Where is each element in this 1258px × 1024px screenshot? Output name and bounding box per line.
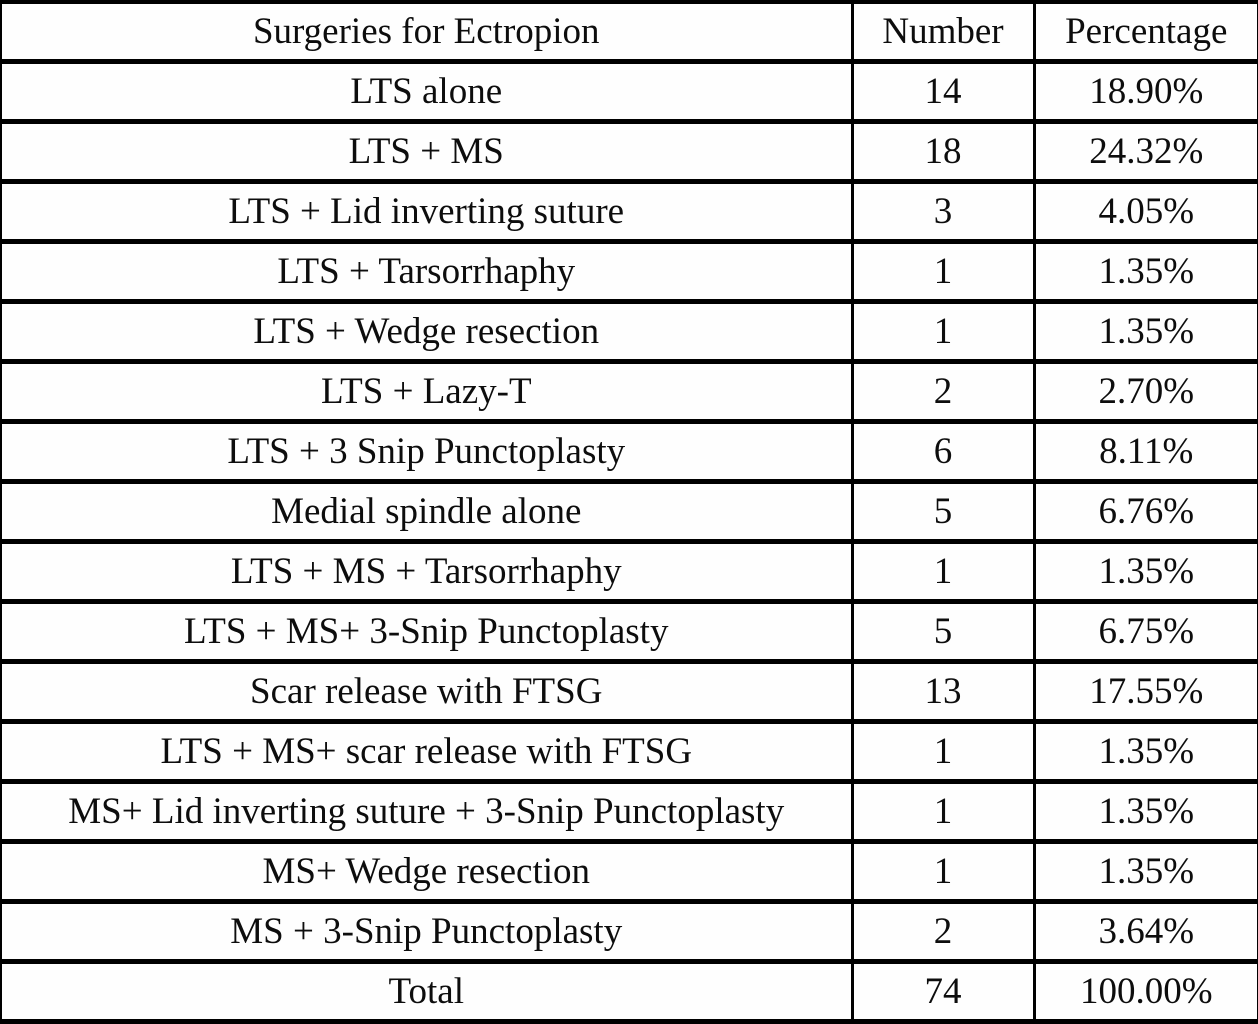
percentage-cell: 17.55% xyxy=(1032,659,1258,724)
total-row: Total 74 100.00% xyxy=(0,959,1258,1024)
surgery-name-cell: LTS alone xyxy=(0,59,854,124)
percentage-cell: 1.35% xyxy=(1032,779,1258,844)
table-row: LTS + MS 18 24.32% xyxy=(0,119,1258,184)
surgery-name-cell: LTS + Wedge resection xyxy=(0,299,854,364)
table-row: MS+ Wedge resection 1 1.35% xyxy=(0,839,1258,904)
percentage-cell: 1.35% xyxy=(1032,539,1258,604)
percentage-cell: 24.32% xyxy=(1032,119,1258,184)
table-row: LTS + Tarsorrhaphy 1 1.35% xyxy=(0,239,1258,304)
surgery-name-cell: Medial spindle alone xyxy=(0,479,854,544)
percentage-cell: 100.00% xyxy=(1032,959,1258,1024)
percentage-cell: 1.35% xyxy=(1032,299,1258,364)
number-cell: 1 xyxy=(850,779,1036,844)
surgery-name-cell: LTS + 3 Snip Punctoplasty xyxy=(0,419,854,484)
percentage-cell: 8.11% xyxy=(1032,419,1258,484)
header-row: Surgeries for Ectropion Number Percentag… xyxy=(0,0,1258,64)
table-body: LTS alone 14 18.90% LTS + MS 18 24.32% LTS + L… xyxy=(0,59,1258,1024)
number-cell: 6 xyxy=(850,419,1036,484)
percentage-cell: 6.76% xyxy=(1032,479,1258,544)
percentage-cell: 3.64% xyxy=(1032,899,1258,964)
percentage-cell: 6.75% xyxy=(1032,599,1258,664)
surgery-name-cell: LTS + Tarsorrhaphy xyxy=(0,239,854,304)
table-row: LTS + Lazy-T 2 2.70% xyxy=(0,359,1258,424)
number-cell: 1 xyxy=(850,239,1036,304)
surgery-name-cell: LTS + MS+ scar release with FTSG xyxy=(0,719,854,784)
surgery-name-cell: LTS + Lazy-T xyxy=(0,359,854,424)
percentage-cell: 1.35% xyxy=(1032,719,1258,784)
table-row: MS + 3-Snip Punctoplasty 2 3.64% xyxy=(0,899,1258,964)
table-row: LTS + Wedge resection 1 1.35% xyxy=(0,299,1258,364)
table-row: LTS + MS + Tarsorrhaphy 1 1.35% xyxy=(0,539,1258,604)
surgery-name-cell: LTS + MS xyxy=(0,119,854,184)
surgery-name-cell: MS + 3-Snip Punctoplasty xyxy=(0,899,854,964)
percentage-cell: 18.90% xyxy=(1032,59,1258,124)
surgery-name-cell: LTS + MS+ 3-Snip Punctoplasty xyxy=(0,599,854,664)
table-row: Scar release with FTSG 13 17.55% xyxy=(0,659,1258,724)
number-cell: 2 xyxy=(850,359,1036,424)
number-cell: 13 xyxy=(850,659,1036,724)
percentage-cell: 1.35% xyxy=(1032,239,1258,304)
surgery-name-cell: Total xyxy=(0,959,854,1024)
table-row: Medial spindle alone 5 6.76% xyxy=(0,479,1258,544)
number-cell: 5 xyxy=(850,599,1036,664)
table-row: LTS + MS+ scar release with FTSG 1 1.35% xyxy=(0,719,1258,784)
surgery-name-cell: Scar release with FTSG xyxy=(0,659,854,724)
number-cell: 1 xyxy=(850,839,1036,904)
number-cell: 74 xyxy=(850,959,1036,1024)
header-number: Number xyxy=(850,0,1036,64)
table-row: LTS + Lid inverting suture 3 4.05% xyxy=(0,179,1258,244)
table-row: MS+ Lid inverting suture + 3-Snip Puncto… xyxy=(0,779,1258,844)
header-percentage: Percentage xyxy=(1032,0,1258,64)
number-cell: 1 xyxy=(850,299,1036,364)
table-row: LTS + 3 Snip Punctoplasty 6 8.11% xyxy=(0,419,1258,484)
percentage-cell: 2.70% xyxy=(1032,359,1258,424)
surgery-name-cell: LTS + Lid inverting suture xyxy=(0,179,854,244)
number-cell: 5 xyxy=(850,479,1036,544)
number-cell: 2 xyxy=(850,899,1036,964)
number-cell: 1 xyxy=(850,539,1036,604)
surgery-name-cell: MS+ Lid inverting suture + 3-Snip Puncto… xyxy=(0,779,854,844)
percentage-cell: 4.05% xyxy=(1032,179,1258,244)
number-cell: 3 xyxy=(850,179,1036,244)
number-cell: 1 xyxy=(850,719,1036,784)
number-cell: 14 xyxy=(850,59,1036,124)
table-row: LTS alone 14 18.90% xyxy=(0,59,1258,124)
surgery-name-cell: LTS + MS + Tarsorrhaphy xyxy=(0,539,854,604)
number-cell: 18 xyxy=(850,119,1036,184)
header-surgeries-for-ectropion: Surgeries for Ectropion xyxy=(0,0,854,64)
table-row: LTS + MS+ 3-Snip Punctoplasty 5 6.75% xyxy=(0,599,1258,664)
percentage-cell: 1.35% xyxy=(1032,839,1258,904)
surgery-name-cell: MS+ Wedge resection xyxy=(0,839,854,904)
